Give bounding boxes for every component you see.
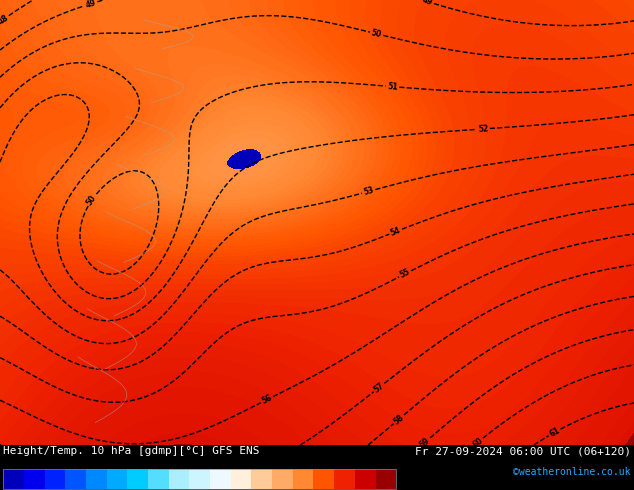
Text: Fr 27-09-2024 06:00 UTC (06+120): Fr 27-09-2024 06:00 UTC (06+120) — [415, 446, 631, 456]
Text: 49: 49 — [84, 0, 97, 10]
Text: 56: 56 — [261, 393, 274, 406]
Text: 50: 50 — [85, 194, 98, 207]
Bar — [65, 469, 86, 489]
Bar — [107, 469, 127, 489]
Bar — [252, 469, 272, 489]
Bar — [375, 469, 396, 489]
Bar — [210, 469, 231, 489]
Text: 57: 57 — [372, 381, 386, 394]
Text: 50: 50 — [370, 28, 383, 39]
Text: 60: 60 — [471, 436, 484, 449]
Text: Height/Temp. 10 hPa [gdmp][°C] GFS ENS: Height/Temp. 10 hPa [gdmp][°C] GFS ENS — [3, 446, 260, 456]
Bar — [3, 469, 24, 489]
Bar — [148, 469, 169, 489]
Text: 51: 51 — [387, 82, 398, 92]
Bar — [169, 469, 190, 489]
Bar — [313, 469, 334, 489]
Bar — [190, 469, 210, 489]
Text: 54: 54 — [389, 225, 402, 238]
Text: ©weatheronline.co.uk: ©weatheronline.co.uk — [514, 467, 631, 477]
Text: 55: 55 — [399, 268, 412, 280]
Text: 49: 49 — [421, 0, 434, 7]
Text: 52: 52 — [477, 124, 489, 134]
Bar — [272, 469, 293, 489]
Text: 53: 53 — [363, 186, 375, 197]
Bar — [3, 469, 396, 489]
Text: 59: 59 — [418, 436, 432, 449]
Bar — [355, 469, 375, 489]
Bar — [24, 469, 44, 489]
Text: 48: 48 — [0, 13, 10, 26]
Bar — [86, 469, 107, 489]
Text: 61: 61 — [548, 426, 561, 439]
Text: 58: 58 — [392, 413, 406, 426]
Bar — [127, 469, 148, 489]
Bar — [231, 469, 252, 489]
Bar — [293, 469, 313, 489]
Bar — [44, 469, 65, 489]
Bar — [334, 469, 355, 489]
